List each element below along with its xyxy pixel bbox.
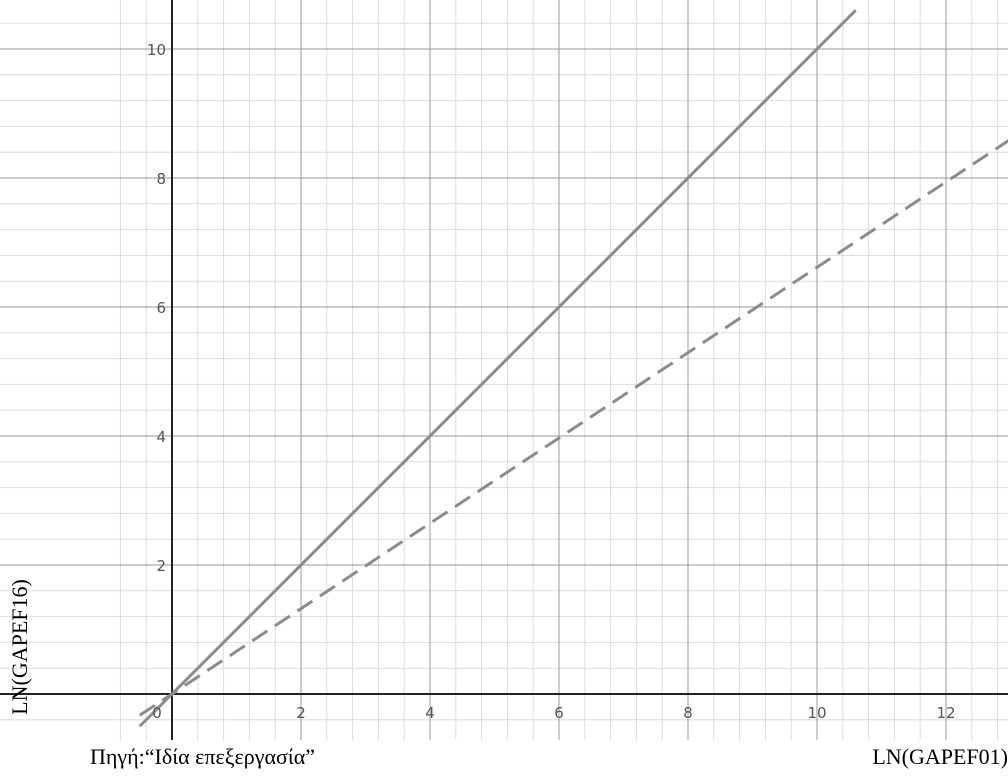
x-tick-label: 10 (807, 704, 826, 722)
x-tick-label: 12 (936, 704, 955, 722)
y-tick-label: 6 (156, 299, 166, 317)
y-axis-label: LN(GAPEF16) (0, 552, 40, 742)
y-tick-label: 4 (156, 428, 166, 446)
chart: 0 2 4 6 8 10 12 2 4 6 8 10 (0, 0, 1008, 740)
series-group (138, 9, 1008, 728)
x-tick-label: 8 (683, 704, 693, 722)
x-tick-label: 0 (152, 704, 162, 722)
axes (0, 0, 1008, 740)
y-tick-label: 10 (147, 41, 166, 59)
major-grid (0, 0, 1008, 740)
x-tick-label: 6 (554, 704, 564, 722)
tick-labels: 0 2 4 6 8 10 12 2 4 6 8 10 (147, 41, 956, 722)
x-tick-label: 2 (296, 704, 306, 722)
minor-grid (0, 0, 1008, 740)
y-tick-label: 2 (156, 557, 166, 575)
series-line-solid (138, 9, 857, 728)
x-axis-label: LN(GAPEF01) (872, 744, 1008, 769)
y-tick-label: 8 (156, 170, 166, 188)
y-axis-label-text: LN(GAPEF16) (7, 579, 33, 715)
x-tick-label: 4 (425, 704, 435, 722)
source-note: Πηγή:“Ιδία επεξεργασία” (90, 744, 316, 769)
series-line-dashed (138, 139, 1008, 717)
